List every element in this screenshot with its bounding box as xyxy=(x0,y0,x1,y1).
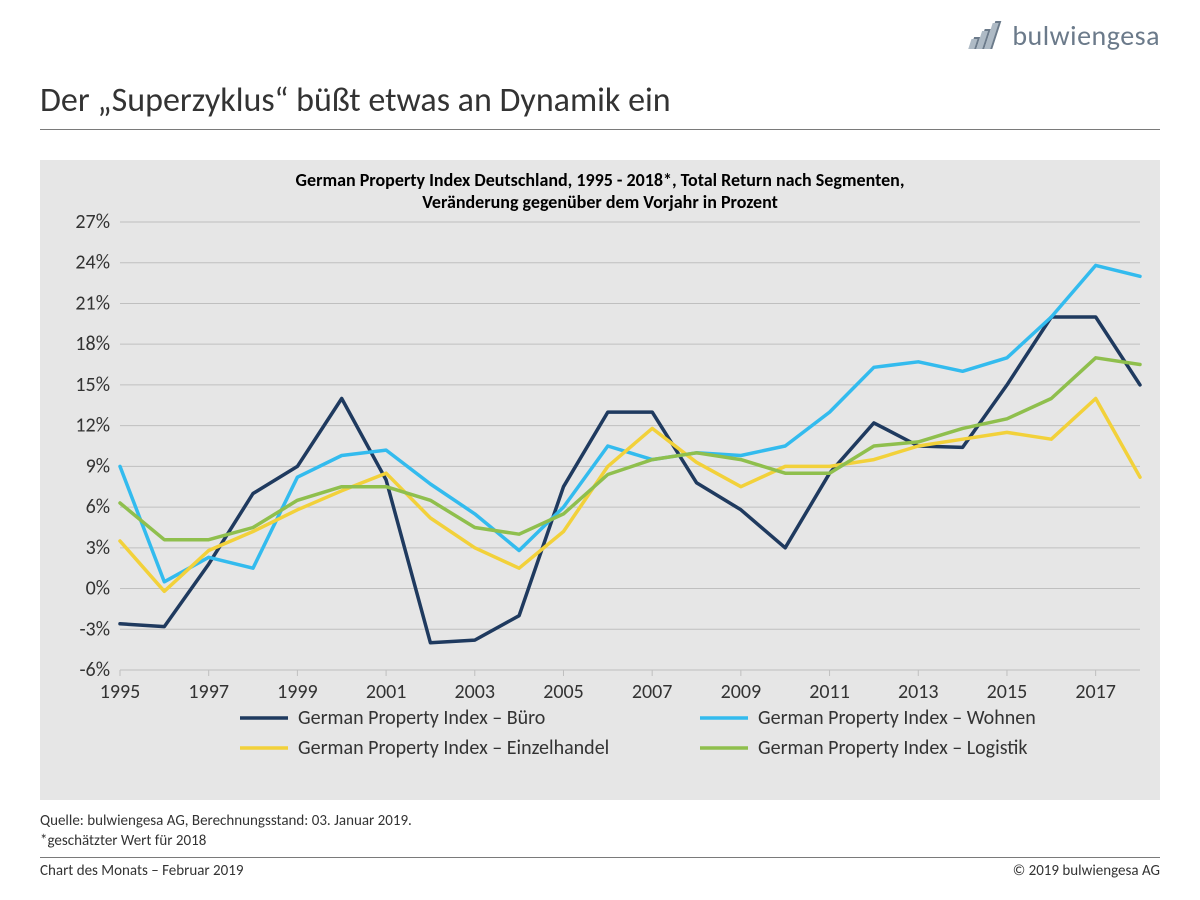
svg-text:2007: 2007 xyxy=(632,680,673,704)
svg-text:2003: 2003 xyxy=(455,680,496,704)
svg-text:15%: 15% xyxy=(75,373,110,397)
svg-text:-6%: -6% xyxy=(79,658,110,682)
svg-text:12%: 12% xyxy=(75,414,110,438)
legend-wohnen: German Property Index – Wohnen xyxy=(758,706,1036,730)
bottom-line: Chart des Monats – Februar 2019 © 2019 b… xyxy=(40,862,1160,880)
svg-text:2001: 2001 xyxy=(366,680,407,704)
svg-text:2005: 2005 xyxy=(543,680,584,704)
svg-text:2011: 2011 xyxy=(809,680,850,704)
legend-einzelhandel: German Property Index – Einzelhandel xyxy=(298,736,609,760)
legend-logistik: German Property Index – Logistik xyxy=(758,736,1028,760)
brand-logo: bulwiengesa xyxy=(966,18,1160,53)
page-title: Der „Superzyklus“ büßt etwas an Dynamik … xyxy=(40,80,1160,121)
svg-text:9%: 9% xyxy=(86,454,110,478)
svg-text:3%: 3% xyxy=(86,536,110,560)
svg-text:German Property Index Deutschl: German Property Index Deutschland, 1995 … xyxy=(296,169,905,191)
svg-text:6%: 6% xyxy=(86,495,110,519)
svg-text:Veränderung gegenüber dem Vorj: Veränderung gegenüber dem Vorjahr in Pro… xyxy=(422,191,778,213)
svg-text:2013: 2013 xyxy=(898,680,939,704)
brand-logo-icon xyxy=(966,19,1006,53)
footnote-source: Quelle: bulwiengesa AG, Berechnungsstand… xyxy=(40,812,1160,832)
svg-text:24%: 24% xyxy=(75,251,110,275)
brand-name: bulwiengesa xyxy=(1012,18,1160,53)
svg-text:2017: 2017 xyxy=(1075,680,1116,704)
svg-text:18%: 18% xyxy=(75,332,110,356)
bottom-right: © 2019 bulwiengesa AG xyxy=(1013,862,1160,880)
bottom-divider xyxy=(40,857,1160,858)
svg-text:21%: 21% xyxy=(75,291,110,315)
svg-text:2015: 2015 xyxy=(987,680,1028,704)
line-chart: German Property Index Deutschland, 1995 … xyxy=(40,160,1160,800)
svg-text:-3%: -3% xyxy=(79,617,110,641)
bottom-left: Chart des Monats – Februar 2019 xyxy=(40,862,243,880)
svg-text:0%: 0% xyxy=(86,577,110,601)
svg-text:1997: 1997 xyxy=(188,680,229,704)
legend-buero: German Property Index – Büro xyxy=(298,706,545,730)
svg-text:27%: 27% xyxy=(75,210,110,234)
svg-text:1995: 1995 xyxy=(100,680,141,704)
svg-text:2009: 2009 xyxy=(721,680,762,704)
page-container: bulwiengesa Der „Superzyklus“ büßt etwas… xyxy=(0,0,1200,900)
chart-container: German Property Index Deutschland, 1995 … xyxy=(40,160,1160,800)
footnote-estimate: *geschätzter Wert für 2018 xyxy=(40,832,1160,852)
svg-text:1999: 1999 xyxy=(277,680,318,704)
footnotes: Quelle: bulwiengesa AG, Berechnungsstand… xyxy=(40,812,1160,851)
title-divider xyxy=(40,129,1160,130)
